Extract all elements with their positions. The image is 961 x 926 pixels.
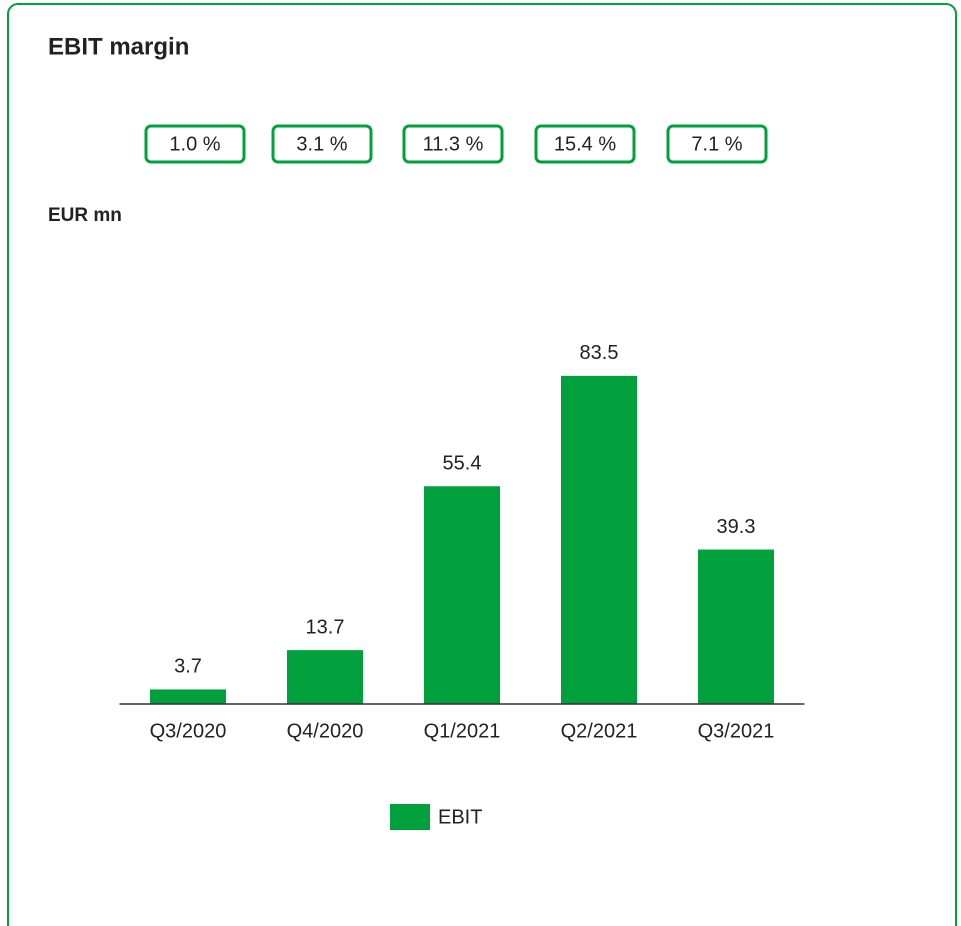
margin-box (534, 124, 636, 164)
card-border (7, 3, 957, 926)
x-tick-label: Q3/2020 (150, 720, 227, 742)
margin-label: 15.4 % (554, 133, 616, 155)
y-axis-label: EUR mn (48, 205, 122, 226)
margin-box (271, 124, 373, 164)
bar (698, 549, 774, 704)
value-label: 55.4 (443, 453, 482, 475)
value-label: 83.5 (580, 342, 619, 364)
legend-swatch (390, 804, 430, 830)
x-tick-label: Q1/2021 (424, 720, 501, 742)
margin-box (666, 124, 768, 164)
bar (287, 650, 363, 704)
bar (150, 689, 226, 704)
margin-label: 1.0 % (169, 133, 220, 155)
margin-label: 11.3 % (423, 133, 484, 155)
bar (424, 486, 500, 704)
value-label: 13.7 (306, 616, 345, 638)
bar (561, 375, 637, 704)
x-tick-label: Q2/2021 (561, 720, 638, 742)
x-tick-label: Q3/2021 (698, 720, 775, 742)
margin-box (144, 124, 246, 164)
margin-label: 3.1 % (296, 133, 347, 155)
legend-label: EBIT (438, 806, 482, 828)
x-tick-label: Q4/2020 (287, 720, 364, 742)
chart-title: EBIT margin (48, 33, 189, 60)
margin-box (402, 124, 504, 164)
margin-label: 7.1 % (691, 133, 742, 155)
value-label: 39.3 (717, 516, 756, 538)
value-label: 3.7 (174, 656, 202, 678)
